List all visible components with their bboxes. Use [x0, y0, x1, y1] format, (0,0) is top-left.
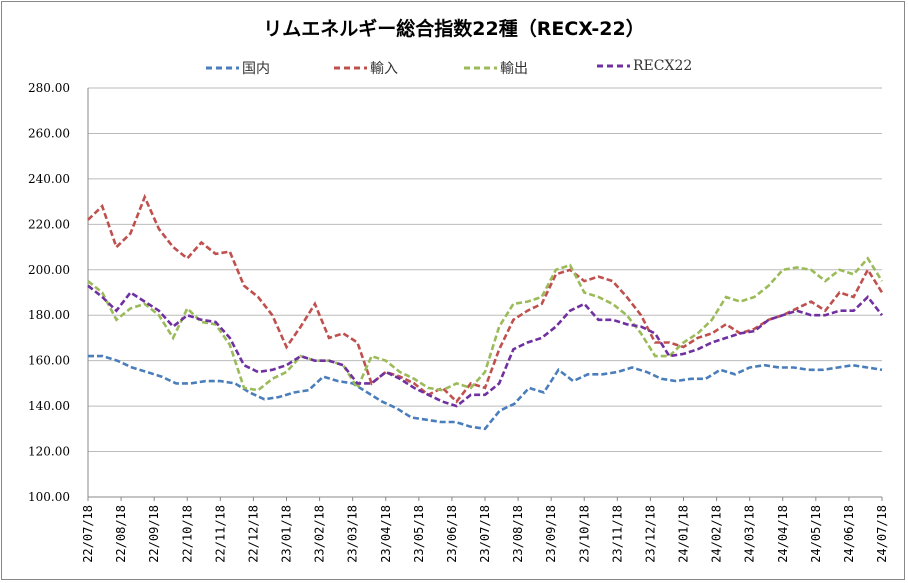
legend-item: 国内 — [205, 58, 270, 78]
y-tick-label: 180.00 — [28, 308, 70, 322]
legend-line-icon — [464, 66, 497, 70]
legend-label: 輸出 — [500, 61, 528, 77]
series-line-輸出 — [87, 256, 884, 392]
x-tick-label: 23/02/18 — [313, 505, 327, 563]
legend-item: 輸入 — [333, 58, 398, 78]
x-tick-label: 23/08/18 — [511, 505, 525, 563]
legend-line-icon — [206, 66, 239, 70]
x-tick-label: 23/10/18 — [577, 505, 591, 563]
series-line-RECX22 — [87, 284, 884, 408]
y-tick-label: 280.00 — [28, 81, 70, 95]
x-tick-label: 24/02/18 — [710, 505, 724, 563]
y-tick-label: 220.00 — [28, 217, 70, 231]
x-tick-label: 23/07/18 — [478, 505, 492, 563]
x-tick-label: 22/10/18 — [180, 505, 194, 563]
legend-label: RECX22 — [633, 58, 693, 74]
y-tick-label: 120.00 — [28, 445, 70, 459]
y-tick-label: 140.00 — [28, 399, 70, 413]
x-tick-label: 24/06/18 — [842, 505, 856, 563]
x-tick-label: 22/12/18 — [246, 505, 260, 563]
x-tick-label: 22/08/18 — [114, 505, 128, 563]
x-tick-label: 23/01/18 — [280, 505, 294, 563]
x-tick-label: 23/12/18 — [643, 505, 657, 563]
x-tick-label: 23/06/18 — [445, 505, 459, 563]
legend-line-icon — [597, 64, 630, 68]
y-tick-label: 240.00 — [28, 172, 70, 186]
x-tick-label: 22/11/18 — [213, 505, 227, 563]
x-tick-label: 24/07/18 — [875, 505, 889, 563]
chart-title: リムエネルギー総合指数22種（RECX-22） — [263, 18, 645, 40]
x-tick-label: 24/05/18 — [809, 505, 823, 563]
x-tick-label: 24/04/18 — [776, 505, 790, 563]
x-tick-label: 23/11/18 — [610, 505, 624, 563]
legend-item: 輸出 — [463, 58, 528, 78]
x-tick-label: 24/01/18 — [677, 505, 691, 563]
x-tick-label: 22/09/18 — [147, 505, 161, 563]
x-tick-label: 23/03/18 — [346, 505, 360, 563]
legend-line-icon — [334, 66, 367, 70]
x-tick-label: 23/09/18 — [544, 505, 558, 563]
y-tick-label: 200.00 — [28, 263, 70, 277]
x-tick-label: 23/04/18 — [379, 505, 393, 563]
y-tick-label: 260.00 — [28, 126, 70, 140]
y-tick-label: 160.00 — [28, 354, 70, 368]
legend: 国内 輸入 輸出 RECX22 — [0, 58, 908, 78]
series-line-輸入 — [87, 193, 884, 404]
x-tick-label: 23/05/18 — [412, 505, 426, 563]
x-tick-label: 24/03/18 — [743, 505, 757, 563]
legend-label: 輸入 — [370, 61, 398, 77]
x-tick-label: 22/07/18 — [81, 505, 95, 563]
legend-label: 国内 — [242, 61, 270, 77]
y-tick-label: 100.00 — [28, 490, 70, 504]
series-line-国内 — [88, 354, 883, 431]
legend-item: RECX22 — [596, 58, 692, 74]
